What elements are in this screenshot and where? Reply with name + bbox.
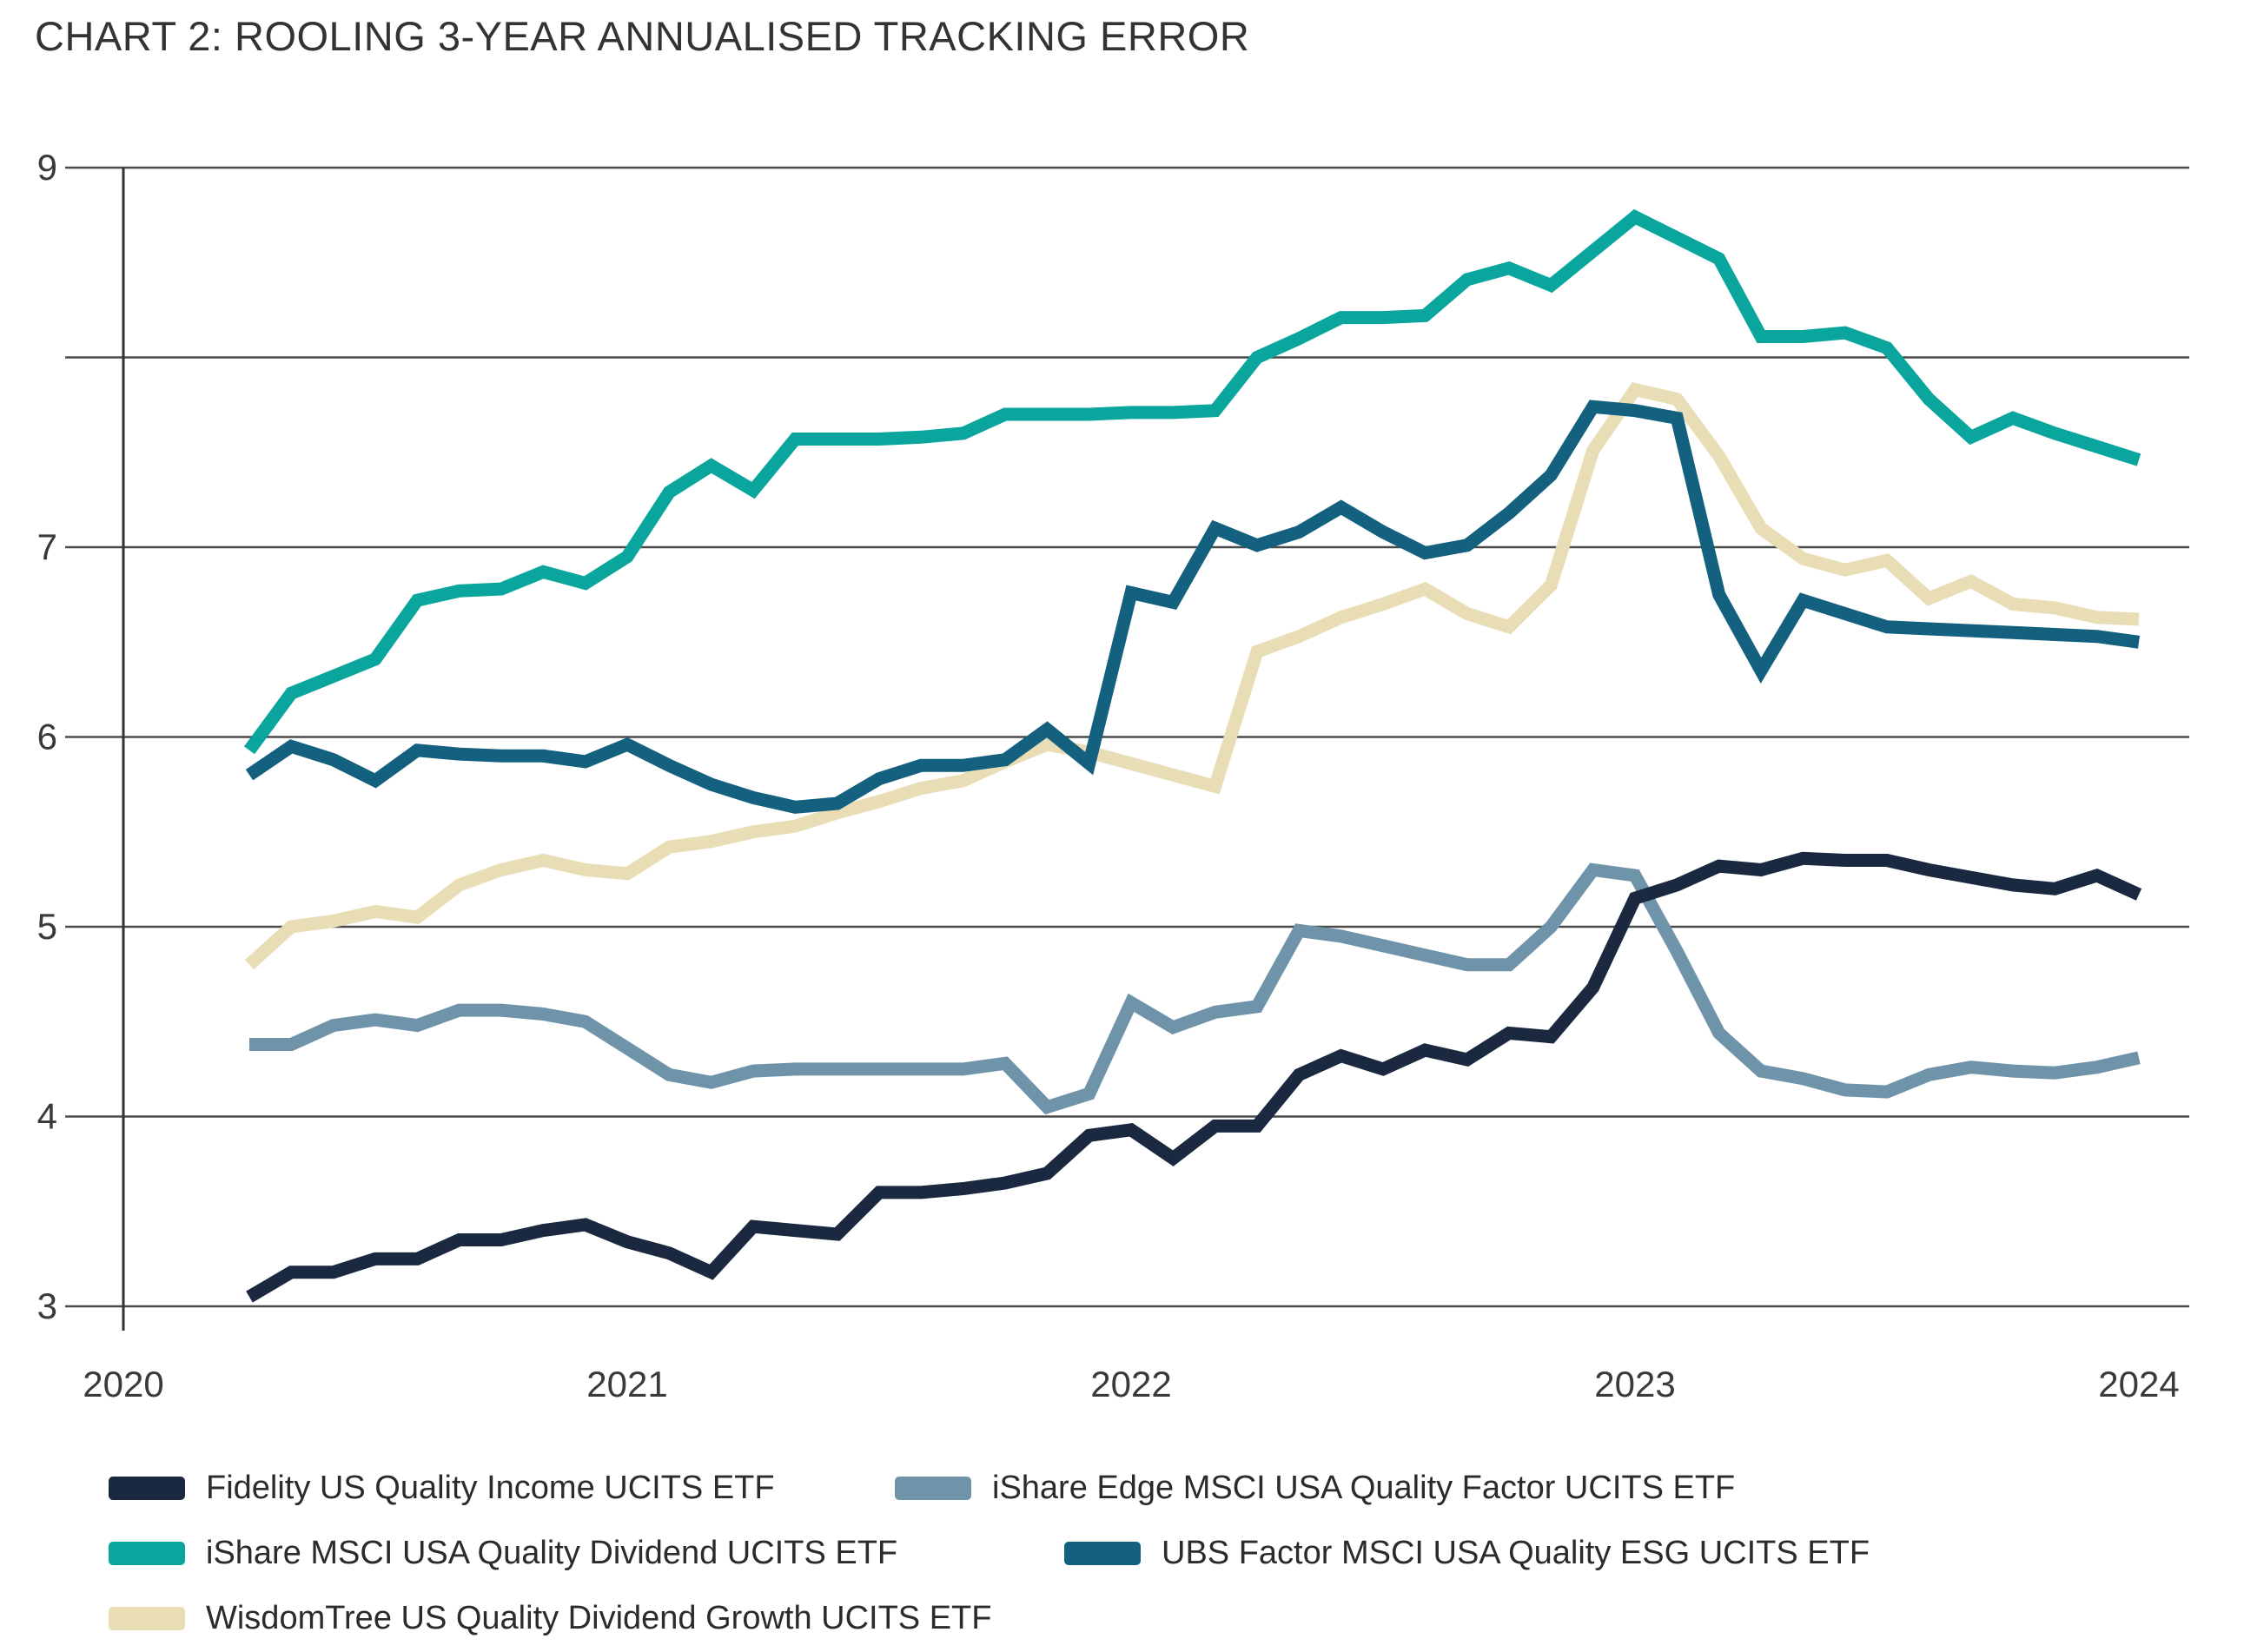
y-tick-label-4: 4 <box>37 1096 57 1137</box>
chart-title: CHART 2: ROOLING 3-YEAR ANNUALISED TRACK… <box>35 13 1250 59</box>
series-line-3 <box>243 208 2141 755</box>
x-tick-label-2023: 2023 <box>1594 1364 1675 1404</box>
x-tick-label-2022: 2022 <box>1090 1364 1171 1404</box>
y-tick-label-3: 3 <box>37 1285 57 1326</box>
y-tick-label-5: 5 <box>37 906 57 947</box>
series-line-1 <box>244 382 2140 970</box>
y-tick-label-7: 7 <box>37 526 57 567</box>
x-tick-label-2024: 2024 <box>2098 1364 2179 1404</box>
y-tick-label-9: 9 <box>37 147 57 188</box>
y-tick-label-6: 6 <box>37 717 57 757</box>
series-line-0 <box>249 862 2141 1115</box>
series-line-2 <box>245 400 2141 814</box>
series-line-4 <box>246 851 2142 1303</box>
x-tick-label-2021: 2021 <box>586 1364 667 1404</box>
x-tick-label-2020: 2020 <box>83 1364 163 1404</box>
